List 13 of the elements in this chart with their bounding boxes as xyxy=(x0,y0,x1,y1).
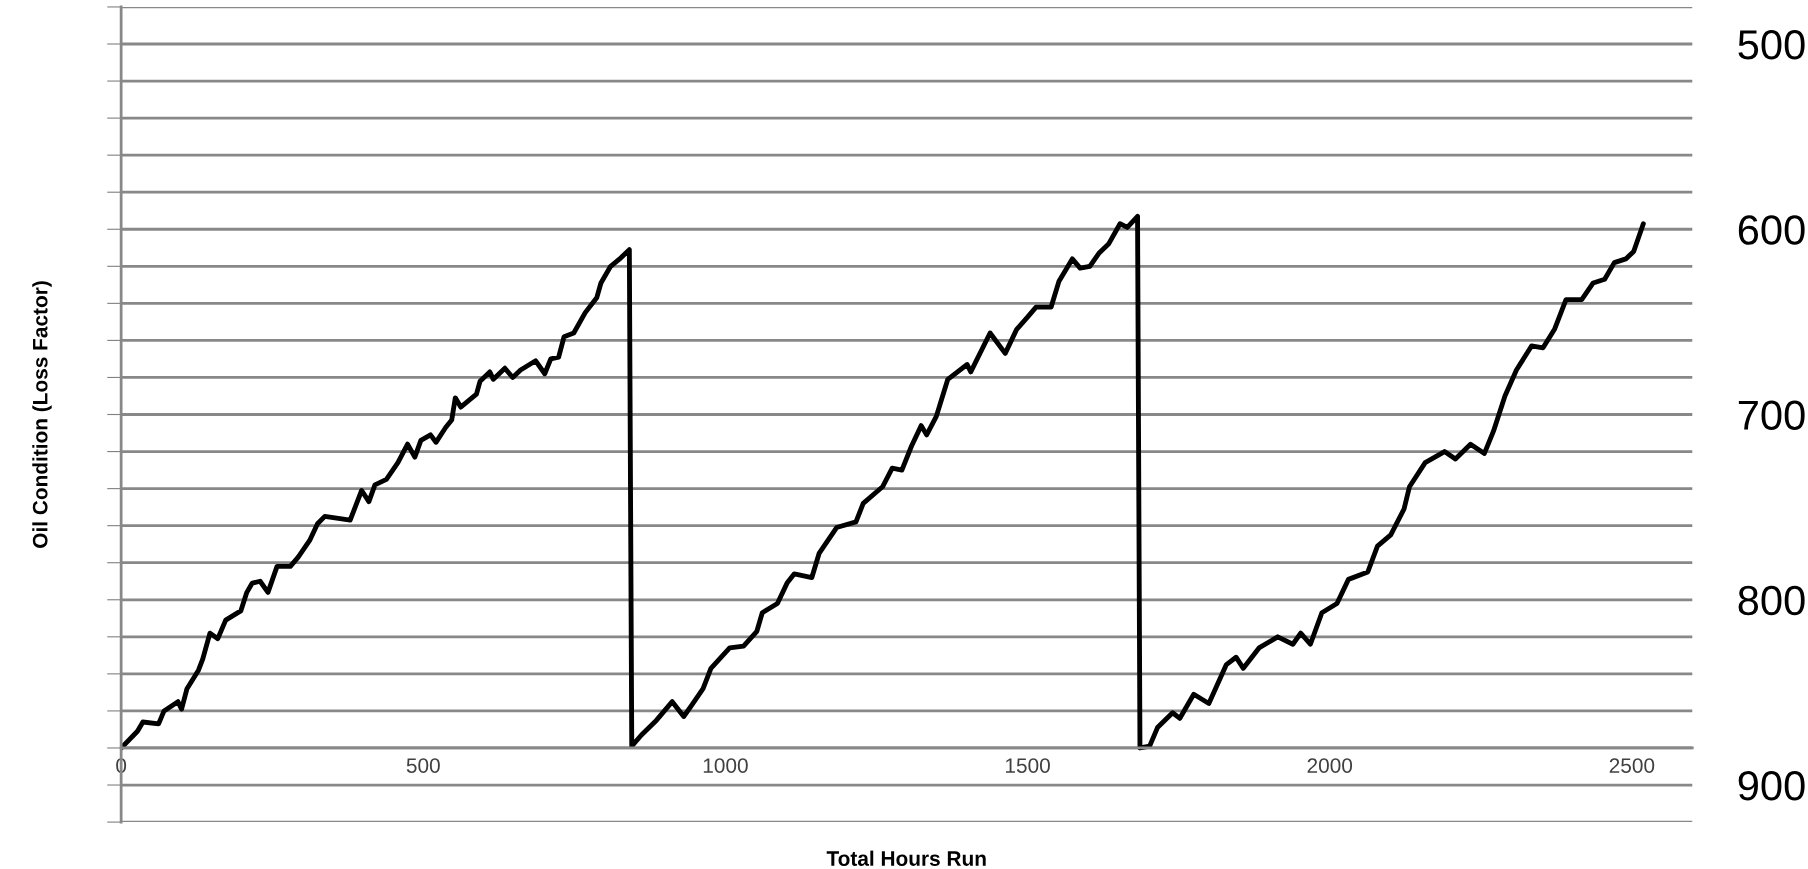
x-tick-label: 500 xyxy=(406,758,440,773)
x-tick-label: 1000 xyxy=(703,758,748,773)
y-axis-title: Oil Condition (Loss Factor) xyxy=(32,281,52,548)
x-tick-label: 1500 xyxy=(1005,758,1050,773)
y-tick-label: 800 xyxy=(1738,585,1805,616)
y-tick-label: 600 xyxy=(1738,215,1805,245)
line-series xyxy=(121,213,1646,751)
y-tick-label: 900 xyxy=(1738,771,1805,801)
x-tick-label: 2000 xyxy=(1307,758,1353,773)
y-tick-label: 700 xyxy=(1738,400,1805,431)
x-axis-title: Total Hours Run xyxy=(826,850,986,866)
x-tick-label: 2500 xyxy=(1609,758,1655,773)
y-tick-label: 500 xyxy=(1738,30,1805,60)
